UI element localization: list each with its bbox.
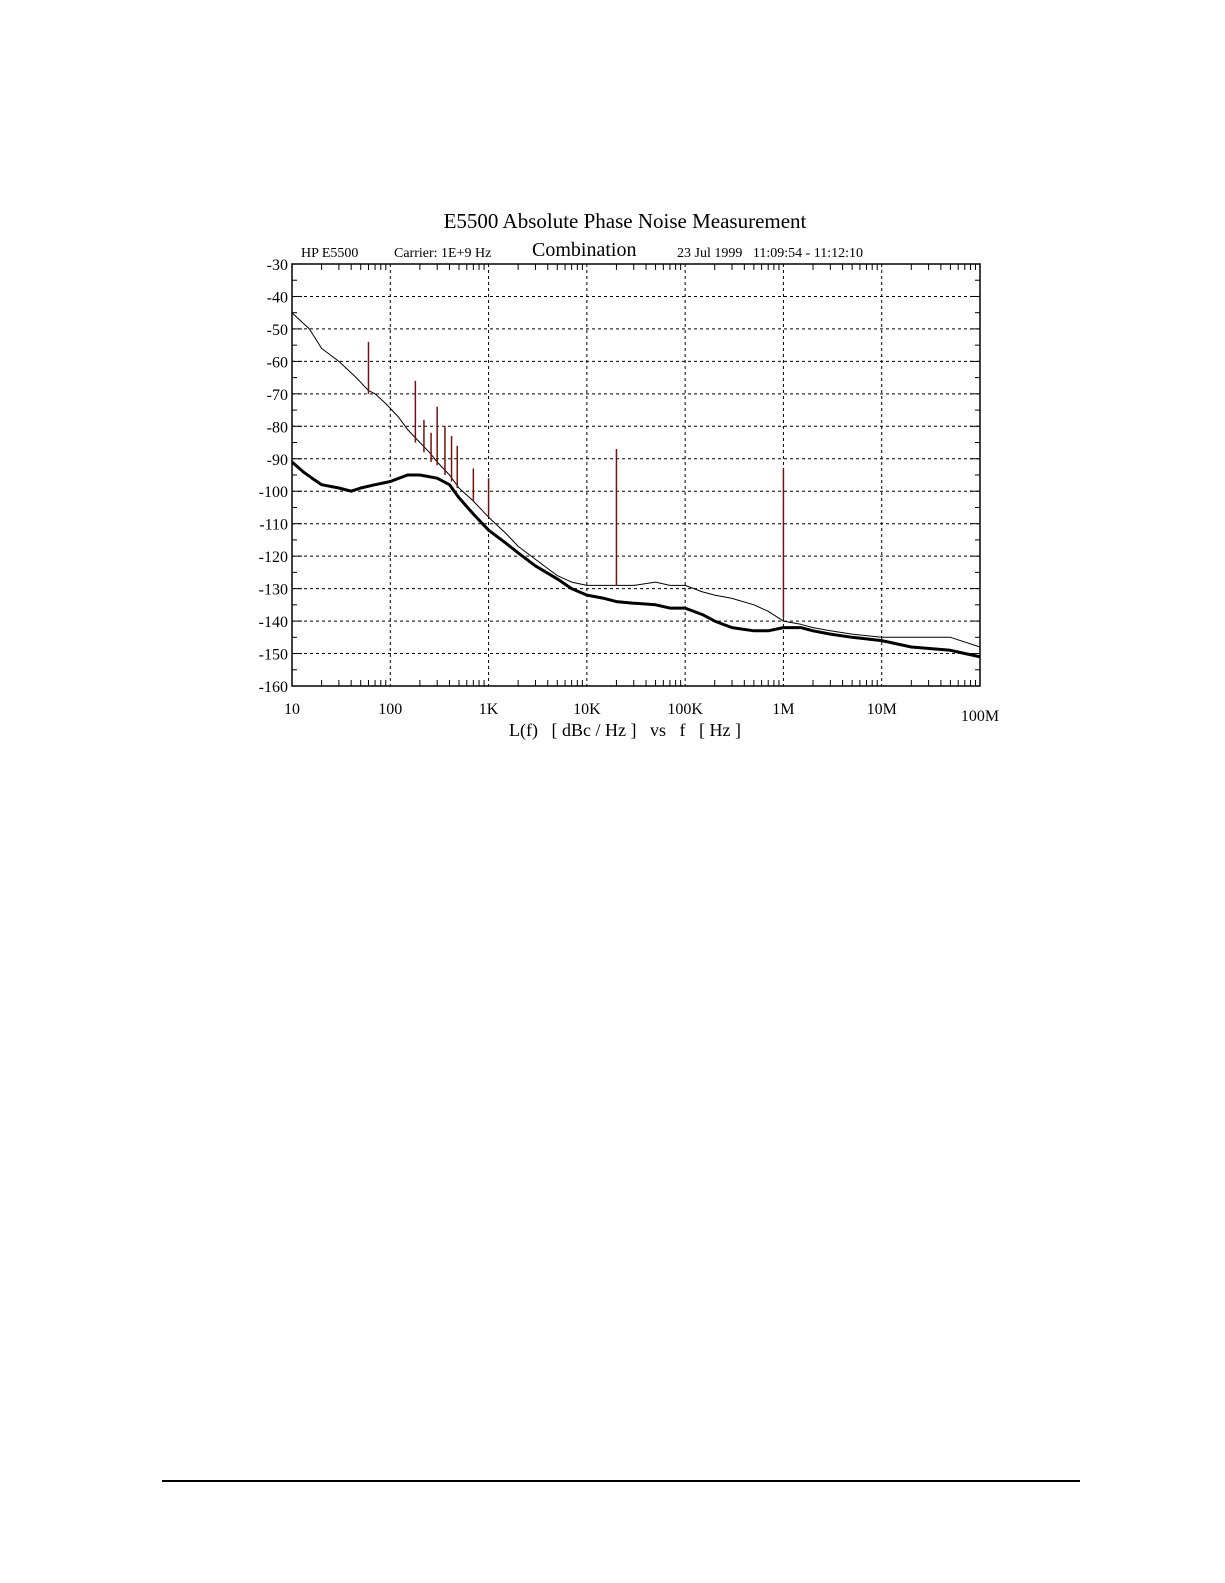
instrument-label: HP E5500	[301, 246, 358, 261]
y-tick-label: -110	[259, 517, 288, 534]
y-tick-label: -100	[259, 484, 288, 501]
x-tick-label: 1M	[772, 701, 794, 718]
chart-subtitle: Combination	[532, 239, 636, 261]
carrier-label: Carrier: 1E+9 Hz	[394, 246, 491, 261]
y-tick-label: -160	[259, 679, 288, 696]
y-tick-label: -60	[267, 354, 288, 371]
x-tick-label: 100	[378, 701, 402, 718]
x-tick-label: 100M	[961, 708, 999, 725]
x-tick-label: 10K	[573, 701, 601, 718]
plot-frame	[291, 263, 981, 687]
x-tick-label: 1K	[479, 701, 499, 718]
y-tick-label: -90	[267, 452, 288, 469]
y-tick-label: -40	[267, 289, 288, 306]
x-tick-label: 100K	[667, 701, 703, 718]
series-line-thick	[291, 460, 981, 659]
series-layer	[291, 312, 981, 659]
y-tick-label: -150	[259, 647, 288, 664]
tick-labels: -30 -40 -50 -60 -70 -80 -90 -100 -110 -120 -130 -14…	[259, 257, 999, 725]
x-tick-label: 10	[284, 701, 300, 718]
grid	[291, 263, 981, 687]
datetime-label: 23 Jul 1999 11:09:54 - 11:12:10	[677, 246, 863, 261]
y-tick-label: -50	[267, 322, 288, 339]
y-tick-label: -30	[267, 257, 288, 274]
x-axis-label: L(f) [ dBc / Hz ] vs f [ Hz ]	[509, 720, 741, 741]
y-tick-label: -80	[267, 419, 288, 436]
y-tick-label: -70	[267, 387, 288, 404]
footer-rule	[162, 1480, 1080, 1482]
y-tick-label: -120	[259, 549, 288, 566]
y-tick-label: -130	[259, 582, 288, 599]
chart-title: E5500 Absolute Phase Noise Measurement	[444, 209, 807, 233]
series-line-thin	[291, 312, 981, 648]
x-tick-label: 10M	[867, 701, 897, 718]
y-tick-label: -140	[259, 614, 288, 631]
